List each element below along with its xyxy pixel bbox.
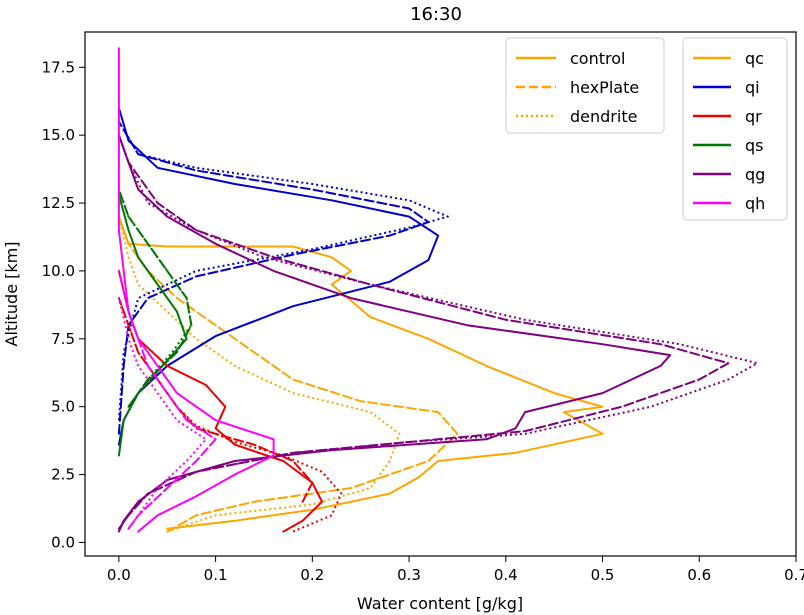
y-tick-label: 10.0: [42, 262, 75, 280]
chart-title: 16:30: [410, 4, 462, 25]
series-line-qc-dendrite: [117, 216, 401, 533]
y-axis: 0.0 2.5 5.0 7.5 10.0 12.5 15.0 17.5: [42, 58, 85, 551]
series-line-qg-hexPlate: [117, 134, 730, 530]
series-line-qi-control: [117, 107, 440, 446]
x-axis-label: Water content [g/kg]: [357, 594, 523, 613]
legend-styles-box: [505, 37, 665, 134]
y-tick-label: 5.0: [51, 398, 75, 416]
x-tick-label: 0.6: [687, 566, 711, 584]
legend-species: qc qi qr qs qg qh: [682, 37, 788, 221]
legend-styles: control hexPlate dendrite: [505, 37, 665, 134]
x-tick-label: 0.5: [591, 566, 615, 584]
y-tick-label: 17.5: [42, 58, 75, 76]
series-line-qi-dendrite: [117, 121, 449, 421]
y-tick-label: 7.5: [51, 330, 75, 348]
x-tick-label: 0.4: [494, 566, 518, 584]
x-tick-label: 0.1: [204, 566, 228, 584]
x-axis: 0.0 0.1 0.2 0.3 0.4 0.5 0.6 0.7: [107, 556, 804, 584]
legend-style-label: control: [570, 49, 625, 68]
series-line-qh-control: [117, 47, 275, 533]
legend-species-label: qr: [745, 107, 762, 126]
plot-frame: [84, 31, 797, 557]
legend-species-box: [682, 37, 788, 221]
legend-species-label: qg: [745, 165, 765, 184]
legend-species-label: qc: [745, 49, 764, 68]
y-tick-label: 12.5: [42, 194, 75, 212]
series-line-qh-hexPlate: [117, 269, 217, 530]
x-tick-label: 0.3: [397, 566, 421, 584]
x-tick-label: 0.0: [107, 566, 131, 584]
y-tick-label: 2.5: [51, 466, 75, 484]
y-tick-label: 0.0: [51, 533, 75, 551]
series-line-qr-hexPlate: [117, 297, 314, 503]
series-line-qg-dendrite: [117, 134, 759, 530]
plot-area: [117, 47, 759, 533]
legend-species-label: qs: [745, 136, 764, 155]
series-line-qc-control: [117, 215, 604, 530]
x-tick-label: 0.2: [300, 566, 324, 584]
series-line-qs-control: [117, 193, 188, 457]
series-line-qs-dendrite: [117, 189, 193, 408]
legend-style-label: dendrite: [570, 107, 637, 126]
y-axis-label: Altitude [km]: [2, 242, 21, 347]
legend-style-label: hexPlate: [570, 78, 639, 97]
legend-species-label: qh: [745, 194, 765, 213]
series-line-qc-hexPlate: [117, 215, 459, 533]
x-tick-label: 0.7: [784, 566, 804, 584]
series-line-qh-dendrite: [117, 297, 207, 530]
legend-species-label: qi: [745, 78, 760, 97]
y-tick-label: 15.0: [42, 126, 75, 144]
